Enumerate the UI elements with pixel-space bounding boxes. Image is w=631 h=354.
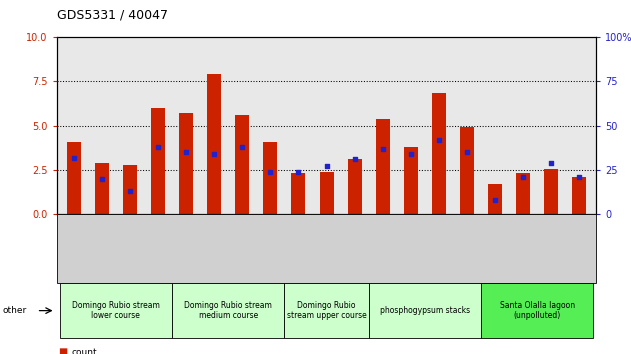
Bar — [67, 142, 81, 214]
Bar — [263, 142, 278, 214]
Point — [490, 197, 500, 203]
Text: Domingo Rubio stream
lower course: Domingo Rubio stream lower course — [72, 301, 160, 320]
Bar — [404, 147, 418, 214]
Point — [265, 169, 275, 175]
Point — [378, 146, 388, 152]
Point — [209, 151, 219, 157]
Point — [434, 137, 444, 143]
Bar — [572, 177, 586, 214]
Text: count: count — [72, 348, 98, 354]
Point — [69, 155, 79, 160]
Point — [574, 174, 584, 180]
Bar — [432, 93, 446, 214]
Point — [518, 174, 528, 180]
Text: ■: ■ — [58, 347, 68, 354]
Bar — [319, 172, 334, 214]
Bar — [375, 119, 390, 214]
Point — [350, 156, 360, 162]
Point — [462, 149, 472, 155]
Point — [546, 160, 557, 166]
Text: Santa Olalla lagoon
(unpolluted): Santa Olalla lagoon (unpolluted) — [500, 301, 575, 320]
Bar — [292, 173, 305, 214]
Bar — [207, 74, 221, 214]
Bar — [488, 184, 502, 214]
Text: phosphogypsum stacks: phosphogypsum stacks — [380, 306, 470, 315]
Bar — [151, 108, 165, 214]
Point — [293, 169, 304, 175]
Point — [237, 144, 247, 150]
Point — [97, 176, 107, 182]
Bar — [348, 159, 362, 214]
Point — [406, 151, 416, 157]
Bar — [179, 113, 193, 214]
Text: GDS5331 / 40047: GDS5331 / 40047 — [57, 8, 168, 21]
Bar — [95, 163, 109, 214]
Bar — [123, 165, 137, 214]
Text: Domingo Rubio stream
medium course: Domingo Rubio stream medium course — [184, 301, 272, 320]
Point — [153, 144, 163, 150]
Point — [322, 164, 332, 169]
Bar — [545, 169, 558, 214]
Point — [125, 188, 135, 194]
Bar — [460, 127, 474, 214]
Point — [181, 149, 191, 155]
Bar — [235, 115, 249, 214]
Text: Domingo Rubio
stream upper course: Domingo Rubio stream upper course — [286, 301, 367, 320]
Text: other: other — [3, 306, 27, 315]
Bar — [516, 172, 530, 214]
